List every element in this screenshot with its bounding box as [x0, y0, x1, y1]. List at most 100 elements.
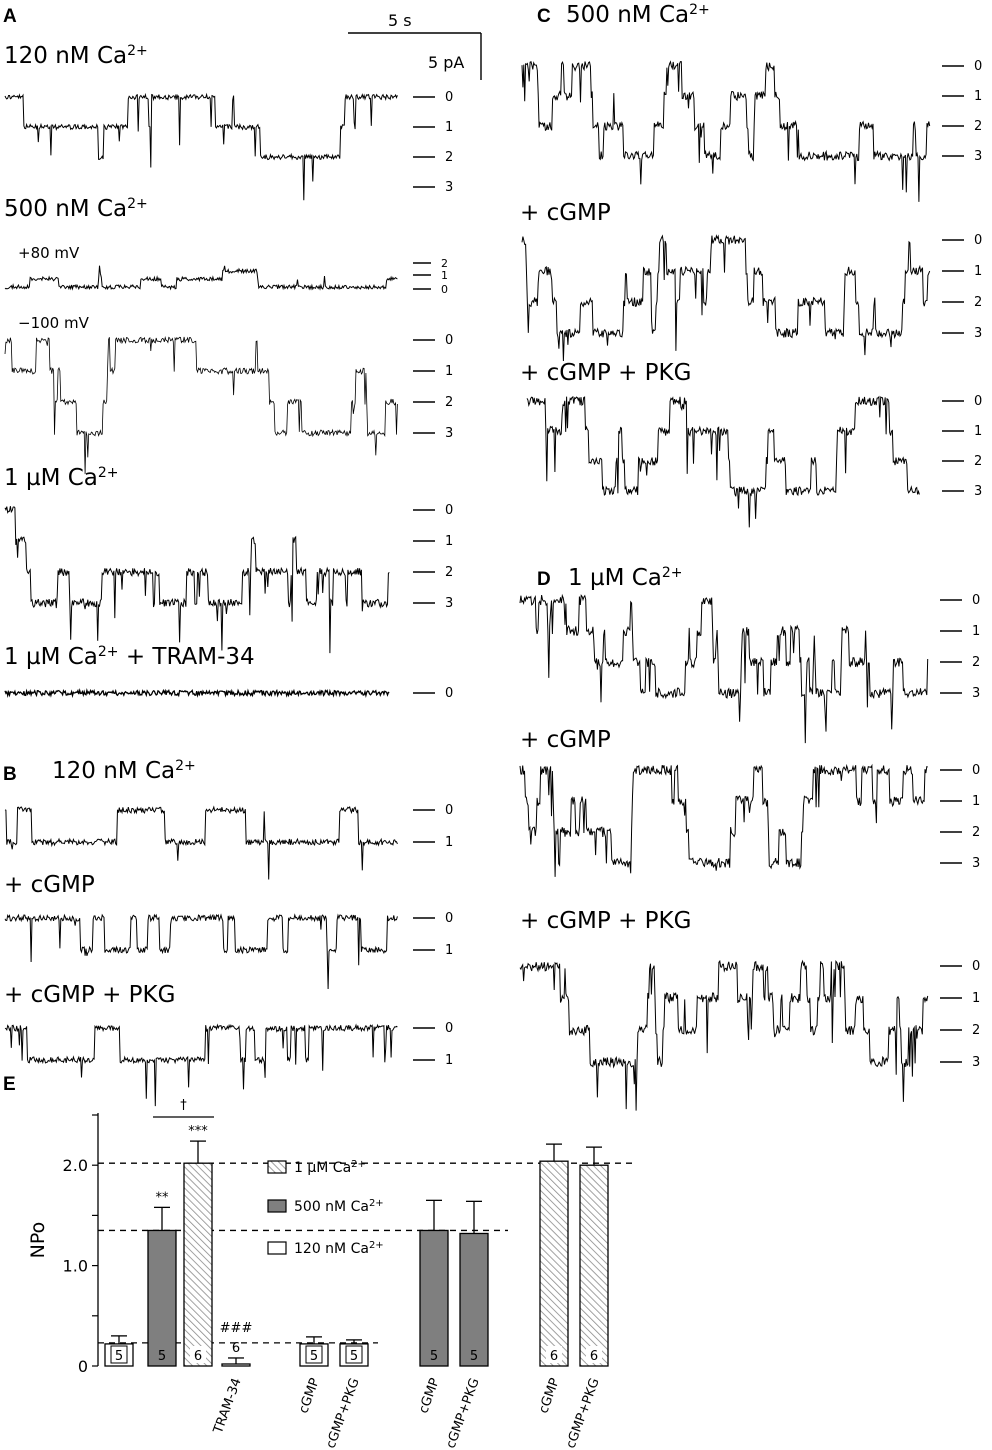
a-row2-voltage-pos: +80 mV [18, 244, 80, 262]
c-row1-levels: 0 1 2 3 [942, 59, 982, 164]
c-row2-label: + cGMP [520, 200, 611, 226]
level-label: 0 [445, 333, 453, 348]
a-row3-trace [4, 506, 390, 654]
d-row2-levels: 0 1 2 3 [940, 763, 980, 871]
level-label: 2 [974, 454, 982, 469]
c-row2-trace [521, 234, 931, 362]
level-label: 0 [972, 593, 980, 608]
bracket-label: † [180, 1098, 187, 1113]
significance-label: ### [220, 1321, 253, 1336]
a-row1-label: 120 nM Ca2+ [4, 43, 148, 69]
y-tick-label: 1.0 [63, 1257, 88, 1276]
level-label: 3 [445, 596, 453, 611]
legend-label: 500 nM Ca2+ [294, 1198, 384, 1216]
n-box [586, 1346, 602, 1363]
level-label: 2 [445, 395, 453, 410]
a-row2-trace-pos [4, 265, 398, 291]
level-label: 1 [445, 1053, 453, 1068]
d-row2-label: + cGMP [520, 727, 611, 753]
level-label: 1 [441, 269, 448, 282]
y-axis-label: NPo [27, 1222, 49, 1259]
bar [147, 1229, 177, 1367]
d-row1-trace [519, 593, 929, 744]
n-box [345, 1345, 363, 1364]
panel-letter-d: D [537, 569, 551, 590]
c-row3-trace [526, 395, 920, 528]
y-tick-label: 2.0 [63, 1156, 88, 1175]
level-label: 3 [972, 1055, 980, 1070]
n-label: 5 [158, 1349, 166, 1364]
c-row2-levels: 0 1 2 3 [942, 233, 982, 341]
legend-swatch [267, 1241, 287, 1255]
d-row3-trace [519, 959, 929, 1111]
a-row2-levels-neg: 0 1 2 3 [413, 333, 453, 441]
b-row1-levels: 01 [413, 803, 453, 850]
n-label: 6 [232, 1341, 240, 1356]
level-label: 1 [445, 534, 453, 549]
bar [539, 1160, 569, 1367]
level-label: 3 [974, 149, 982, 164]
bar [579, 1164, 609, 1367]
level-label: 2 [445, 565, 453, 580]
level-label: 2 [974, 119, 982, 134]
level-label: 2 [974, 295, 982, 310]
category-label: cGMP+PKG [443, 1376, 482, 1450]
category-label: TRAM-34 [211, 1376, 245, 1436]
scale-time-label: 5 s [388, 11, 412, 30]
significance-label: ** [156, 1190, 170, 1205]
a-row1-trace [4, 92, 398, 201]
level-label: 0 [445, 503, 453, 518]
n-box [154, 1346, 170, 1363]
n-label: 5 [470, 1349, 478, 1364]
d-row2-trace [519, 763, 928, 877]
panel-letter-e: E [3, 1074, 16, 1095]
level-label: 1 [445, 943, 453, 958]
level-label: 3 [445, 180, 453, 195]
category-label: cGMP [536, 1376, 563, 1415]
panel-letter-b: B [3, 764, 17, 785]
n-label: 5 [310, 1349, 318, 1364]
level-label: 1 [972, 794, 980, 809]
n-label: 6 [194, 1349, 202, 1364]
d-row3-label: + cGMP + PKG [520, 908, 691, 934]
n-label: 5 [430, 1349, 438, 1364]
bar [183, 1162, 213, 1367]
level-label: 3 [974, 326, 982, 341]
bar [419, 1229, 449, 1367]
a-row3-levels: 0 1 2 3 [413, 503, 453, 611]
level-label: 1 [972, 991, 980, 1006]
d-row3-levels: 0 1 2 3 [940, 959, 980, 1070]
n-box [110, 1345, 128, 1364]
level-label: 1 [974, 264, 982, 279]
level-label: 0 [445, 90, 453, 105]
level-label: 0 [445, 686, 453, 701]
a-row4-label: 1 µM Ca2+ + TRAM-34 [4, 644, 255, 670]
scale-bar: 5 s 5 pA [348, 11, 482, 80]
level-label: 1 [445, 120, 453, 135]
n-box [426, 1346, 442, 1363]
level-label: 1 [974, 89, 982, 104]
level-label: 2 [972, 655, 980, 670]
level-label: 2 [972, 825, 980, 840]
n-box [546, 1346, 562, 1363]
level-label: 0 [974, 233, 982, 248]
significance-label: *** [188, 1124, 208, 1139]
level-label: 3 [445, 426, 453, 441]
d-row1-levels: 0 1 2 3 [940, 593, 980, 701]
level-label: 0 [445, 803, 453, 818]
level-label: 0 [445, 1021, 453, 1036]
y-tick-label: 0 [78, 1357, 88, 1376]
level-label: 0 [445, 911, 453, 926]
d-row1-label: 1 µM Ca2+ [568, 565, 683, 591]
c-row3-label: + cGMP + PKG [520, 360, 691, 386]
level-label: 0 [972, 763, 980, 778]
panel-letter-c: C [537, 6, 551, 27]
n-box [305, 1345, 323, 1364]
level-label: 1 [445, 364, 453, 379]
level-label: 0 [441, 283, 448, 296]
category-label: cGMP+PKG [323, 1376, 362, 1450]
legend-swatch [267, 1199, 287, 1213]
level-label: 3 [972, 686, 980, 701]
level-label: 0 [974, 394, 982, 409]
